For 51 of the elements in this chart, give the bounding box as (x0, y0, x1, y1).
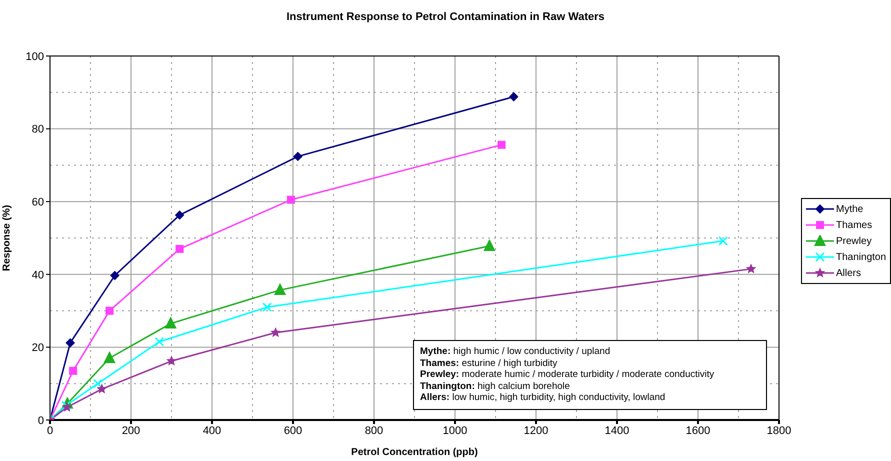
x-tick-label: 1800 (766, 424, 792, 437)
point (286, 196, 295, 204)
x-tick-label: 1400 (604, 424, 630, 437)
point (718, 236, 728, 246)
x-tick-label: 1600 (686, 424, 710, 437)
point (498, 140, 506, 149)
legend-label: Allers (836, 268, 862, 278)
annotation: Prewley: moderate humic / moderate turbidity / moderate conductivity (420, 369, 714, 380)
point (270, 327, 281, 338)
x-tick-label: 800 (364, 424, 384, 437)
legend-label: Prewley (836, 236, 872, 246)
y-tick-label: 40 (32, 269, 44, 282)
point (104, 351, 116, 364)
annotation: Mythe: high humic / low conductivity / upland (420, 346, 610, 357)
x-tick-label: 0 (46, 424, 54, 437)
y-axis-title: Response (%) (2, 204, 13, 272)
x-tick-label: 200 (122, 424, 140, 437)
x-axis-title: Petrol Concentration (ppb) (351, 447, 478, 458)
point (106, 306, 114, 315)
x-tick-label: 1000 (442, 424, 468, 437)
annotation: Allers: low humic, high turbidity, high conductivity, lowland (420, 392, 666, 403)
x-tick-label: 600 (284, 424, 302, 437)
x-tick-label: 1200 (524, 424, 548, 437)
legend-label: Thames (836, 220, 872, 230)
point (176, 244, 184, 253)
point (164, 316, 177, 329)
annotation: Thames: esturine / high turbidity (420, 358, 558, 368)
point (293, 152, 302, 161)
point (746, 263, 756, 274)
legend-label: Thanington (836, 252, 886, 262)
point (96, 384, 108, 394)
chart-title: Instrument Response to Petrol Contamination in Raw Waters (285, 11, 606, 23)
point (262, 302, 272, 312)
point (483, 239, 496, 252)
point (66, 338, 75, 348)
y-tick-label: 100 (26, 50, 44, 63)
y-tick-label: 80 (32, 124, 44, 136)
annotation: Thanington: high calcium borehole (420, 380, 570, 392)
point (154, 336, 164, 346)
point (110, 270, 120, 280)
y-tick-label: 60 (32, 196, 44, 209)
point (93, 378, 103, 388)
point (69, 366, 78, 375)
legend-label: Mythe (836, 204, 864, 214)
x-tick-label: 400 (202, 424, 222, 437)
y-tick-label: 0 (38, 414, 44, 427)
point (274, 283, 286, 296)
point (166, 356, 177, 366)
point (175, 210, 184, 220)
point (509, 92, 518, 102)
y-tick-label: 20 (32, 342, 44, 354)
